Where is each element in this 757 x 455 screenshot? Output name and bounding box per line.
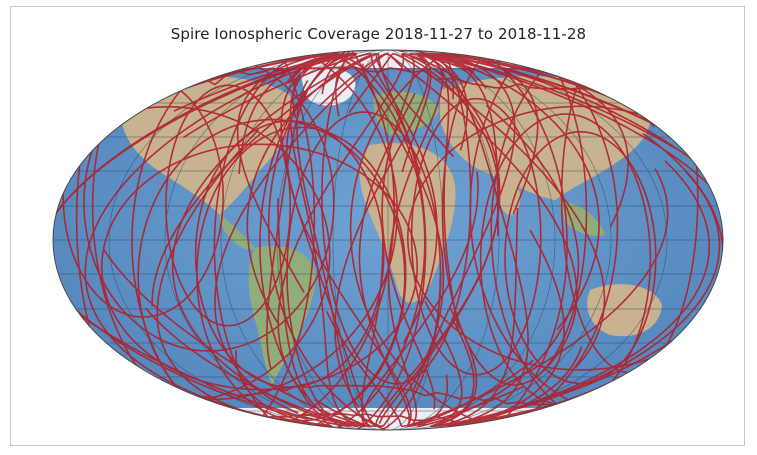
occultation-track xyxy=(325,168,669,428)
central-america xyxy=(219,215,255,250)
occultation-track xyxy=(53,52,339,307)
occultation-track xyxy=(53,50,398,401)
india xyxy=(496,175,521,216)
occultation-track xyxy=(370,53,500,428)
occultation-track xyxy=(196,126,407,422)
occultation-track xyxy=(285,119,534,428)
occultation-track xyxy=(348,52,606,368)
south-america xyxy=(248,245,316,385)
occultation-track xyxy=(321,50,472,385)
occultation-track xyxy=(171,58,364,428)
occultation-track xyxy=(407,105,723,371)
occultation-track xyxy=(504,131,657,385)
occultation-track xyxy=(286,111,442,430)
north-america xyxy=(119,76,293,215)
occultation-track xyxy=(101,143,418,391)
occultation-track xyxy=(381,52,472,410)
occultation-track xyxy=(318,53,578,375)
antarctica xyxy=(53,408,723,430)
arctic-ice xyxy=(53,50,723,68)
occultation-track xyxy=(415,104,580,427)
occultation-track xyxy=(259,50,568,430)
occultation-track xyxy=(246,52,455,324)
occultation-track xyxy=(277,52,468,397)
map-boundary xyxy=(52,49,724,431)
occultation-track xyxy=(75,50,316,430)
greenland xyxy=(300,66,356,106)
occultation-track xyxy=(53,52,355,387)
occultation-track xyxy=(410,97,542,376)
occultation-track xyxy=(267,50,619,430)
occultation-track xyxy=(401,53,723,309)
occultation-track xyxy=(145,171,479,427)
occultation-track xyxy=(441,50,588,386)
occultation-track xyxy=(182,52,438,343)
occultation-track xyxy=(165,84,292,327)
occultation-track xyxy=(296,80,371,428)
occultation-track xyxy=(359,63,445,428)
page-title: Spire Ionospheric Coverage 2018-11-27 to… xyxy=(170,25,587,43)
occultation-track xyxy=(280,53,377,427)
occultation-track xyxy=(349,50,723,430)
occultation-track xyxy=(131,50,426,430)
australia xyxy=(587,284,662,337)
